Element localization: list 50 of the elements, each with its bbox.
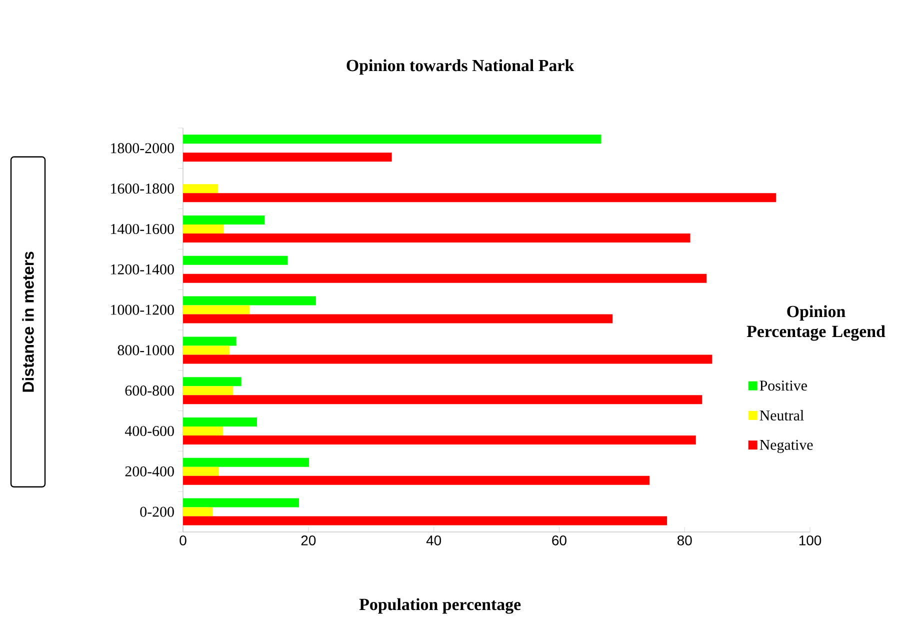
bar [183,466,219,476]
y-tick-label: 1200-1400 [111,264,174,274]
bar [183,435,696,444]
bar [183,134,602,144]
y-tick-label: 400-600 [124,426,174,436]
x-tick-label: 20 [301,536,316,546]
bar [183,314,613,324]
bar [183,458,310,467]
y-tick-label: 1800-2000 [111,143,174,154]
bar [183,224,224,234]
x-tick-label: 80 [677,536,692,546]
bar [183,417,257,426]
bar [183,336,236,346]
bar [183,516,668,526]
bar [183,152,392,162]
y-tick-label: 0-200 [140,506,174,517]
y-tick-label: 1400-1600 [111,224,174,234]
bar [183,215,265,224]
chart-title: Opinion towards National Park [346,59,574,75]
bar [183,346,230,355]
bar [183,233,690,242]
bar [183,274,707,283]
legend-label: Neutral [760,410,804,421]
bar [183,498,300,508]
x-tick-label: 100 [799,536,822,546]
legend-title: Opinion Percentage Legend [746,305,886,341]
bar [183,184,218,194]
bar [183,305,250,314]
x-tick-label: 40 [426,536,442,546]
x-tick-label: 60 [552,536,566,546]
y-tick-label: 800-1000 [118,345,174,356]
bar [183,395,702,404]
x-tick-label: 0 [180,536,186,546]
bar [183,507,212,516]
x-axis-title: Population percentage [359,598,521,614]
bar [183,386,234,396]
legend-label: Positive [760,380,807,391]
bar [183,296,316,306]
bar [183,426,224,436]
y-tick-label: 200-400 [125,466,174,476]
bar [183,193,776,202]
bar [183,354,712,364]
bar [183,476,650,485]
y-tick-label: 1600-1800 [111,184,174,194]
y-axis-title: Distance in meters [22,252,34,392]
legend-label: Negative [760,440,813,453]
bar [183,256,288,265]
bar [183,377,242,386]
y-tick-label: 600-800 [125,386,174,396]
y-tick-label: 1000-1200 [111,304,174,315]
